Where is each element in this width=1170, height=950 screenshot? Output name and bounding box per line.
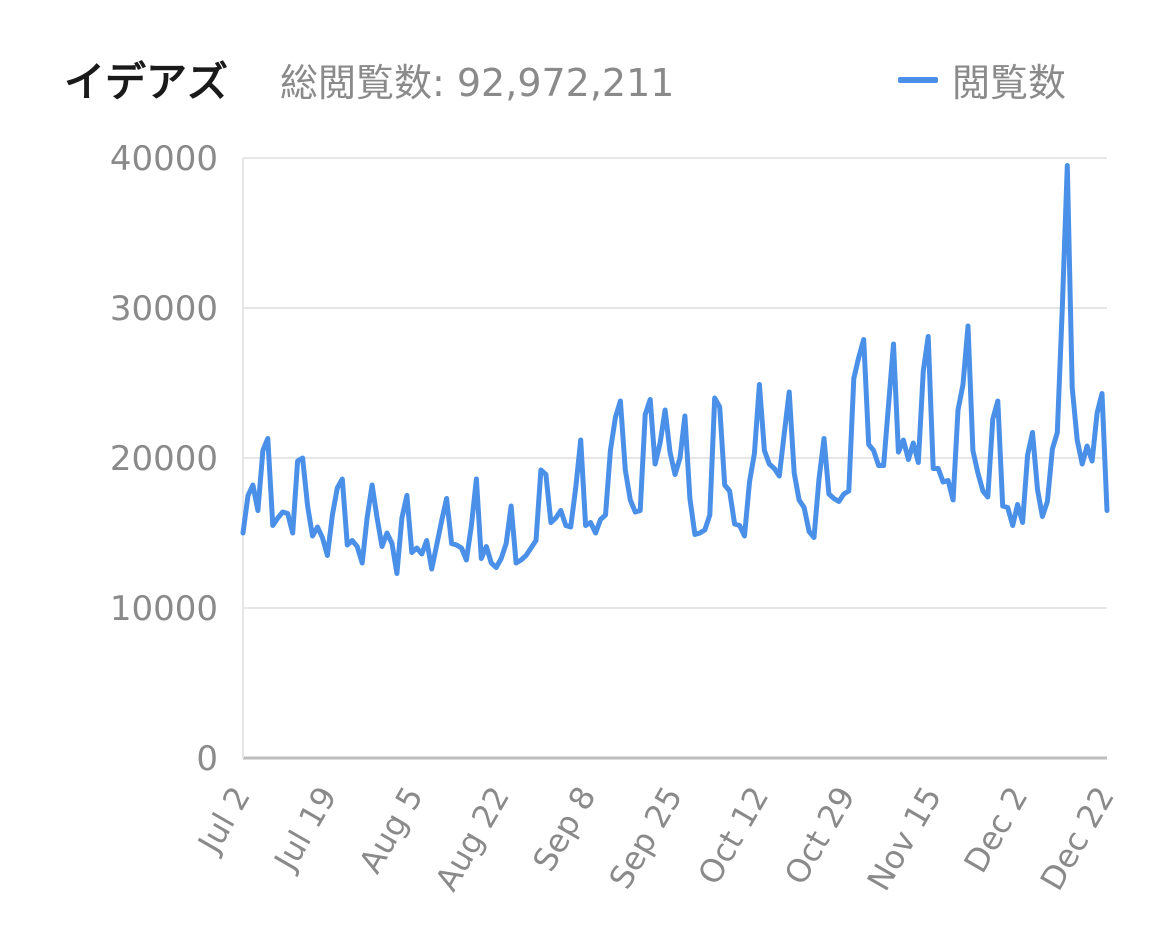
legend-label: 閲覧数 — [952, 61, 1067, 105]
x-tick-label: Dec 22 — [1033, 780, 1122, 897]
series-line-0 — [240, 163, 1110, 576]
grid-lines — [242, 157, 1107, 760]
x-tick-label: Dec 2 — [956, 780, 1035, 879]
y-tick-label: 0 — [196, 739, 218, 779]
x-tick-label: Aug 5 — [351, 780, 430, 880]
total-views-label: 総閲覧数: 92,972,211 — [280, 61, 675, 105]
y-tick-label: 20000 — [110, 439, 218, 479]
x-tick-label: Jul 19 — [266, 780, 345, 878]
x-tick-label: Sep 8 — [525, 780, 603, 878]
legend-swatch — [898, 76, 938, 83]
x-tick-label: Sep 25 — [601, 780, 690, 895]
y-tick-label: 30000 — [110, 289, 218, 329]
y-axis-ticks: 0 10000 20000 30000 40000 — [110, 139, 218, 779]
x-tick-label: Nov 15 — [860, 780, 950, 897]
y-tick-label: 10000 — [110, 589, 218, 629]
x-tick-label: Oct 29 — [777, 780, 863, 891]
x-tick-label: Oct 12 — [690, 780, 776, 891]
x-tick-label: Jul 2 — [189, 780, 257, 861]
chart-title: イデアズ — [64, 58, 228, 106]
x-tick-label: Aug 22 — [428, 780, 518, 897]
legend: 閲覧数 — [898, 52, 1066, 107]
series-lines — [240, 163, 1110, 576]
y-tick-label: 40000 — [110, 139, 218, 179]
